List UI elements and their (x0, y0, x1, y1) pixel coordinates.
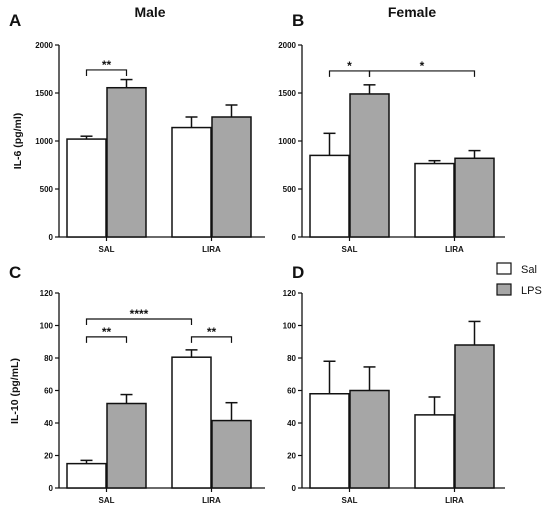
bar-sal-lira (414, 414, 455, 489)
bar-lps-lira (211, 419, 252, 489)
significance-label: ** (102, 58, 112, 72)
bar-lps-sal (106, 402, 147, 489)
significance-bracket (368, 70, 476, 77)
y-tick-label: 80 (287, 354, 296, 363)
y-tick-label: 20 (287, 452, 296, 461)
significance-bracket (190, 336, 233, 343)
bar-lps-lira (454, 344, 495, 489)
bar-sal-lira (171, 126, 212, 238)
y-tick-label: 60 (44, 387, 53, 396)
panel-letter: D (292, 263, 304, 282)
y-tick-label: 100 (40, 322, 54, 331)
y-axis-label: IL-10 (pg/mL) (9, 358, 21, 424)
significance-label: **** (130, 307, 149, 321)
panel-letter: A (9, 11, 21, 30)
panel-letter: C (9, 263, 21, 282)
legend-swatch-lps (496, 283, 512, 296)
x-category-label: SAL (99, 496, 115, 505)
panel-letter: B (292, 11, 304, 30)
x-category-label: LIRA (445, 245, 464, 254)
significance-bracket (85, 318, 193, 325)
bar-sal-lira (171, 356, 212, 489)
bar-lps-sal (106, 86, 147, 238)
legend: Sal LPS (496, 262, 542, 297)
y-tick-label: 100 (283, 322, 297, 331)
y-tick-label: 1000 (35, 137, 53, 146)
bar-sal-sal (309, 154, 350, 238)
significance-label: * (420, 59, 425, 73)
y-tick-label: 0 (292, 233, 297, 242)
y-tick-label: 500 (283, 185, 297, 194)
bar-lps-sal (349, 389, 390, 489)
y-tick-label: 1500 (35, 89, 53, 98)
y-tick-label: 60 (287, 387, 296, 396)
bar-sal-sal (66, 138, 107, 238)
bar-sal-lira (414, 162, 455, 238)
y-tick-label: 0 (49, 233, 54, 242)
y-tick-label: 2000 (278, 41, 296, 50)
y-tick-label: 500 (40, 185, 54, 194)
bar-sal-sal (309, 393, 350, 489)
column-title-male: Male (134, 4, 165, 20)
bar-lps-lira (211, 116, 252, 238)
y-tick-label: 1000 (278, 137, 296, 146)
y-tick-label: 40 (287, 419, 296, 428)
column-title-female: Female (388, 4, 436, 20)
y-tick-label: 80 (44, 354, 53, 363)
bar-lps-lira (454, 157, 495, 238)
bar-sal-sal (66, 462, 107, 489)
x-category-label: SAL (342, 245, 358, 254)
y-tick-label: 2000 (35, 41, 53, 50)
panel-a: A IL-6 (pg/ml) 0 500 1000 1500 2000 SAL LIRA ** (9, 11, 265, 254)
y-axis-label: IL-6 (pg/ml) (12, 113, 24, 170)
y-tick-label: 120 (283, 289, 297, 298)
y-tick-label: 1500 (278, 89, 296, 98)
x-category-label: LIRA (202, 245, 221, 254)
y-tick-label: 20 (44, 452, 53, 461)
y-tick-label: 0 (292, 484, 297, 493)
x-category-label: SAL (99, 245, 115, 254)
legend-label-sal: Sal (521, 264, 537, 276)
significance-label: ** (102, 325, 112, 339)
significance-label: ** (207, 325, 217, 339)
significance-label: * (347, 59, 352, 73)
x-category-label: LIRA (202, 496, 221, 505)
y-tick-label: 40 (44, 419, 53, 428)
y-tick-label: 0 (49, 484, 54, 493)
panel-d: D 0 20 40 60 80 100 120 SAL LIRA (283, 263, 505, 505)
panel-b: B 0 500 1000 1500 2000 SAL LIRA * * (278, 11, 505, 254)
legend-swatch-sal (496, 262, 512, 275)
legend-label-lps: LPS (521, 285, 542, 297)
significance-bracket (85, 69, 128, 76)
significance-bracket (85, 336, 128, 343)
y-tick-label: 120 (40, 289, 54, 298)
x-category-label: LIRA (445, 496, 464, 505)
bar-lps-sal (349, 93, 390, 238)
x-category-label: SAL (342, 496, 358, 505)
